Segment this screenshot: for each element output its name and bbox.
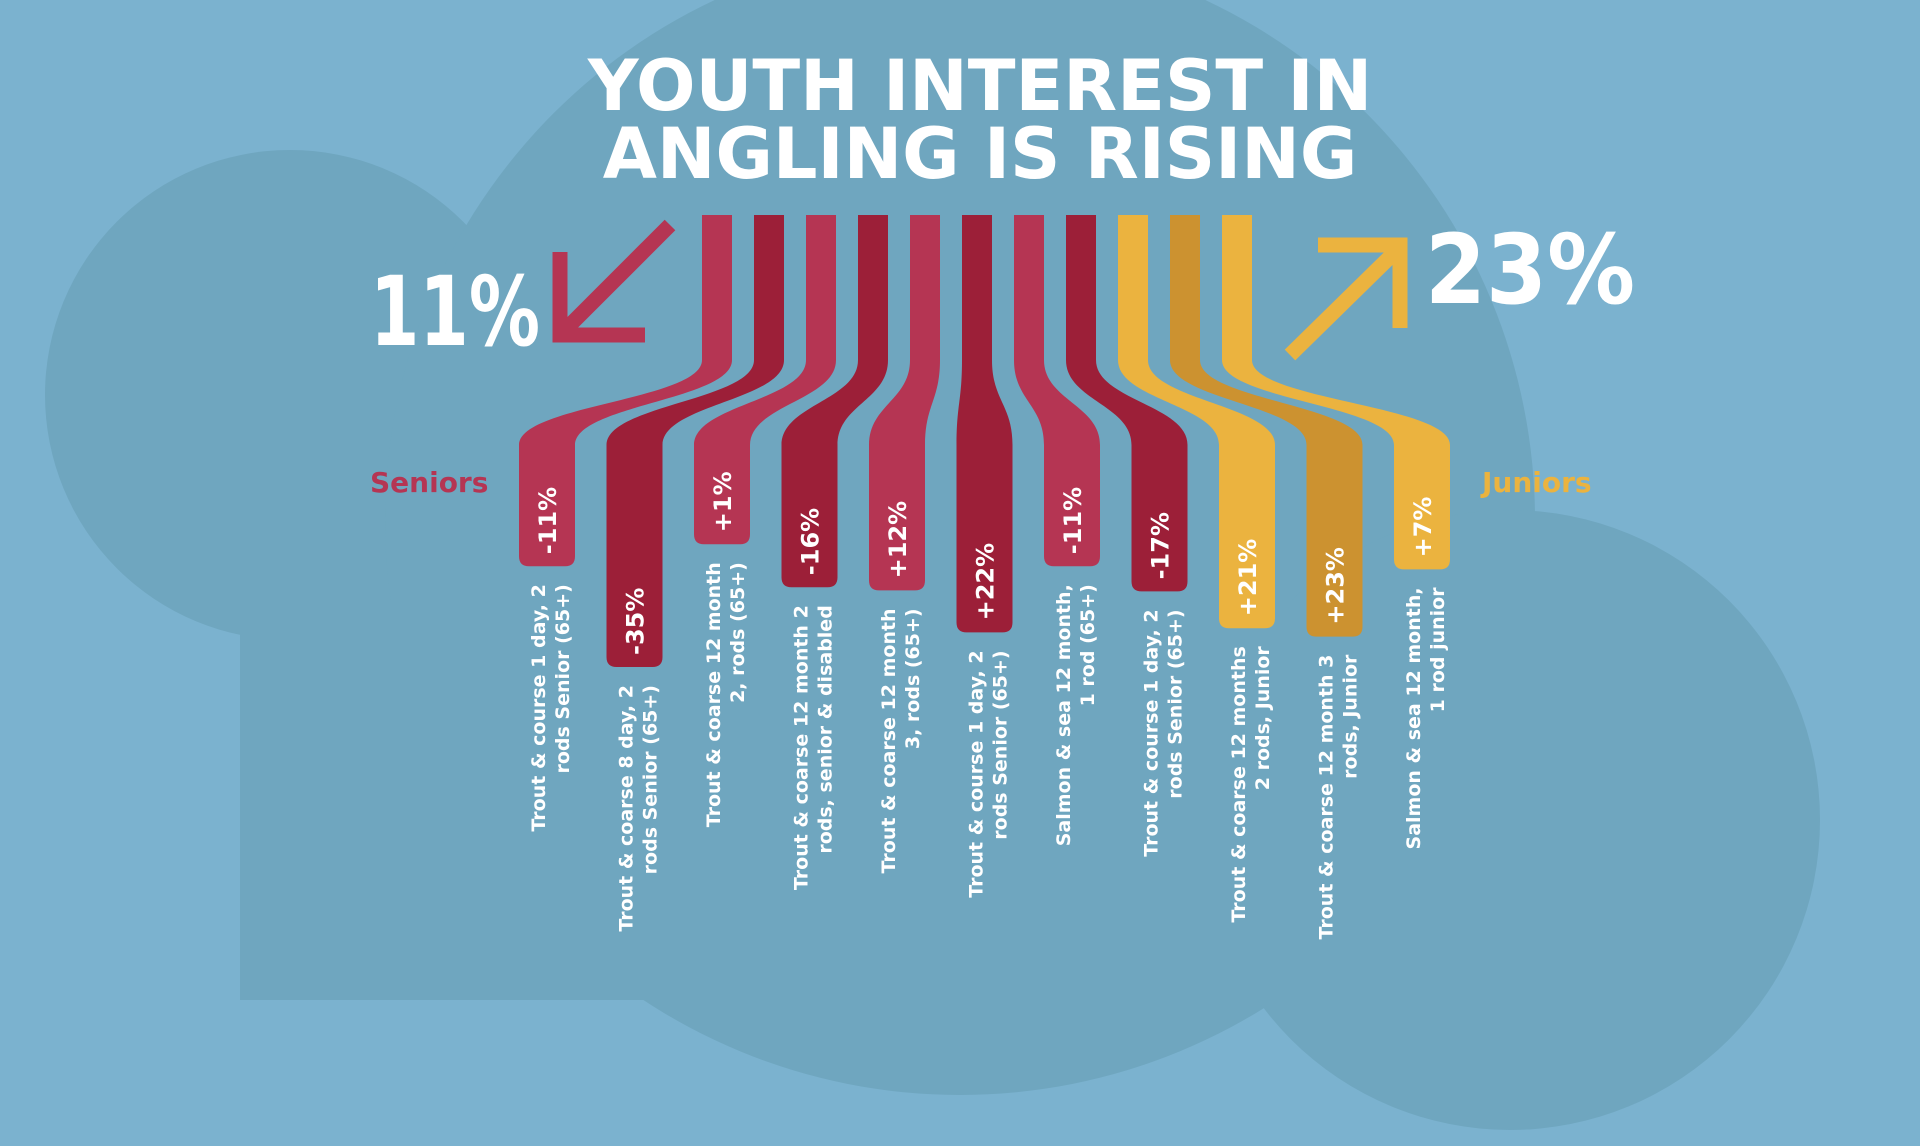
ribbon-bar-1 bbox=[519, 215, 732, 567]
category-label-4: Trout & coarse 12 month 2 rods, senior & … bbox=[791, 605, 837, 890]
svg-text:Salmon & sea 12 month,1 rod (6: Salmon & sea 12 month, 1 rod (65+) bbox=[1053, 584, 1099, 846]
category-label-3: Trout & coarse 12 month 2, rods (65+) bbox=[703, 562, 749, 827]
category-label-8: Trout & course 1 day, 2 rods Senior (65+) bbox=[1141, 609, 1187, 856]
ribbon-bar-3 bbox=[694, 215, 836, 545]
bar-value-label-3: +1% bbox=[709, 471, 737, 532]
cloud-lobe-base bbox=[240, 600, 1540, 1000]
chart-title-line-1: YOUTH INTEREST IN bbox=[587, 45, 1372, 127]
ribbon-bar-4 bbox=[781, 215, 888, 588]
bar-value-label-7: -11% bbox=[1059, 487, 1087, 554]
bar-value-label-10: +23% bbox=[1322, 547, 1350, 625]
arrow-up-right-icon bbox=[1284, 237, 1408, 361]
bar-value-label-1: -11% bbox=[534, 487, 562, 554]
category-label-9: Trout & coarse 12 months 2 rods, Junior bbox=[1228, 646, 1274, 923]
value-label-group: -11% -35% +1% -16% +12% +22% -11% -17% +21% +23% +… bbox=[534, 471, 1437, 655]
seniors-summary-value: 11% bbox=[370, 256, 540, 368]
category-label-11: Salmon & sea 12 month, 1 rod junior bbox=[1403, 587, 1449, 850]
category-label-1: Trout & course 1 day, 2 rods Senior (65+) bbox=[528, 584, 574, 831]
ribbon-bar-11 bbox=[1222, 215, 1450, 570]
juniors-group-label: Juniors bbox=[1480, 466, 1592, 499]
bar-value-label-11: +7% bbox=[1409, 497, 1437, 558]
bar-value-label-8: -17% bbox=[1147, 512, 1175, 579]
ribbon-bar-2 bbox=[606, 215, 784, 667]
arrow-down-left-icon bbox=[552, 219, 676, 343]
ribbon-group bbox=[519, 215, 1450, 667]
ribbon-bar-10 bbox=[1170, 215, 1363, 637]
category-label-group: Trout & course 1 day, 2 rods Senior (65+)… bbox=[528, 562, 1449, 939]
category-label-7: Salmon & sea 12 month, 1 rod (65+) bbox=[1053, 584, 1099, 846]
ribbon-bar-6 bbox=[956, 215, 1013, 633]
bar-value-label-5: +12% bbox=[884, 501, 912, 579]
chart-title-line-2: ANGLING IS RISING bbox=[603, 113, 1358, 195]
ribbon-bar-9 bbox=[1118, 215, 1275, 629]
juniors-summary-value: 23% bbox=[1425, 214, 1635, 326]
bar-value-label-2: -35% bbox=[622, 588, 650, 655]
category-label-2: Trout & coarse 8 day, 2 rods Senior (65+) bbox=[616, 685, 662, 932]
category-label-5: Trout & coarse 12 month 3, rods (65+) bbox=[878, 608, 924, 873]
ribbon-bar-5 bbox=[869, 215, 940, 591]
ribbon-bar-7 bbox=[1014, 215, 1100, 567]
svg-text:Salmon & sea 12 month,1 rod ju: Salmon & sea 12 month, 1 rod junior bbox=[1403, 587, 1449, 850]
category-label-10: Trout & coarse 12 month 3 rods, Junior bbox=[1316, 654, 1362, 940]
seniors-group-label: Seniors bbox=[370, 466, 488, 499]
bar-value-label-9: +21% bbox=[1234, 539, 1262, 617]
bar-value-label-4: -16% bbox=[797, 508, 825, 575]
bar-value-label-6: +22% bbox=[972, 543, 1000, 621]
ribbon-bar-8 bbox=[1066, 215, 1188, 592]
category-label-6: Trout & course 1 day, 2 rods Senior (65+) bbox=[966, 650, 1012, 897]
